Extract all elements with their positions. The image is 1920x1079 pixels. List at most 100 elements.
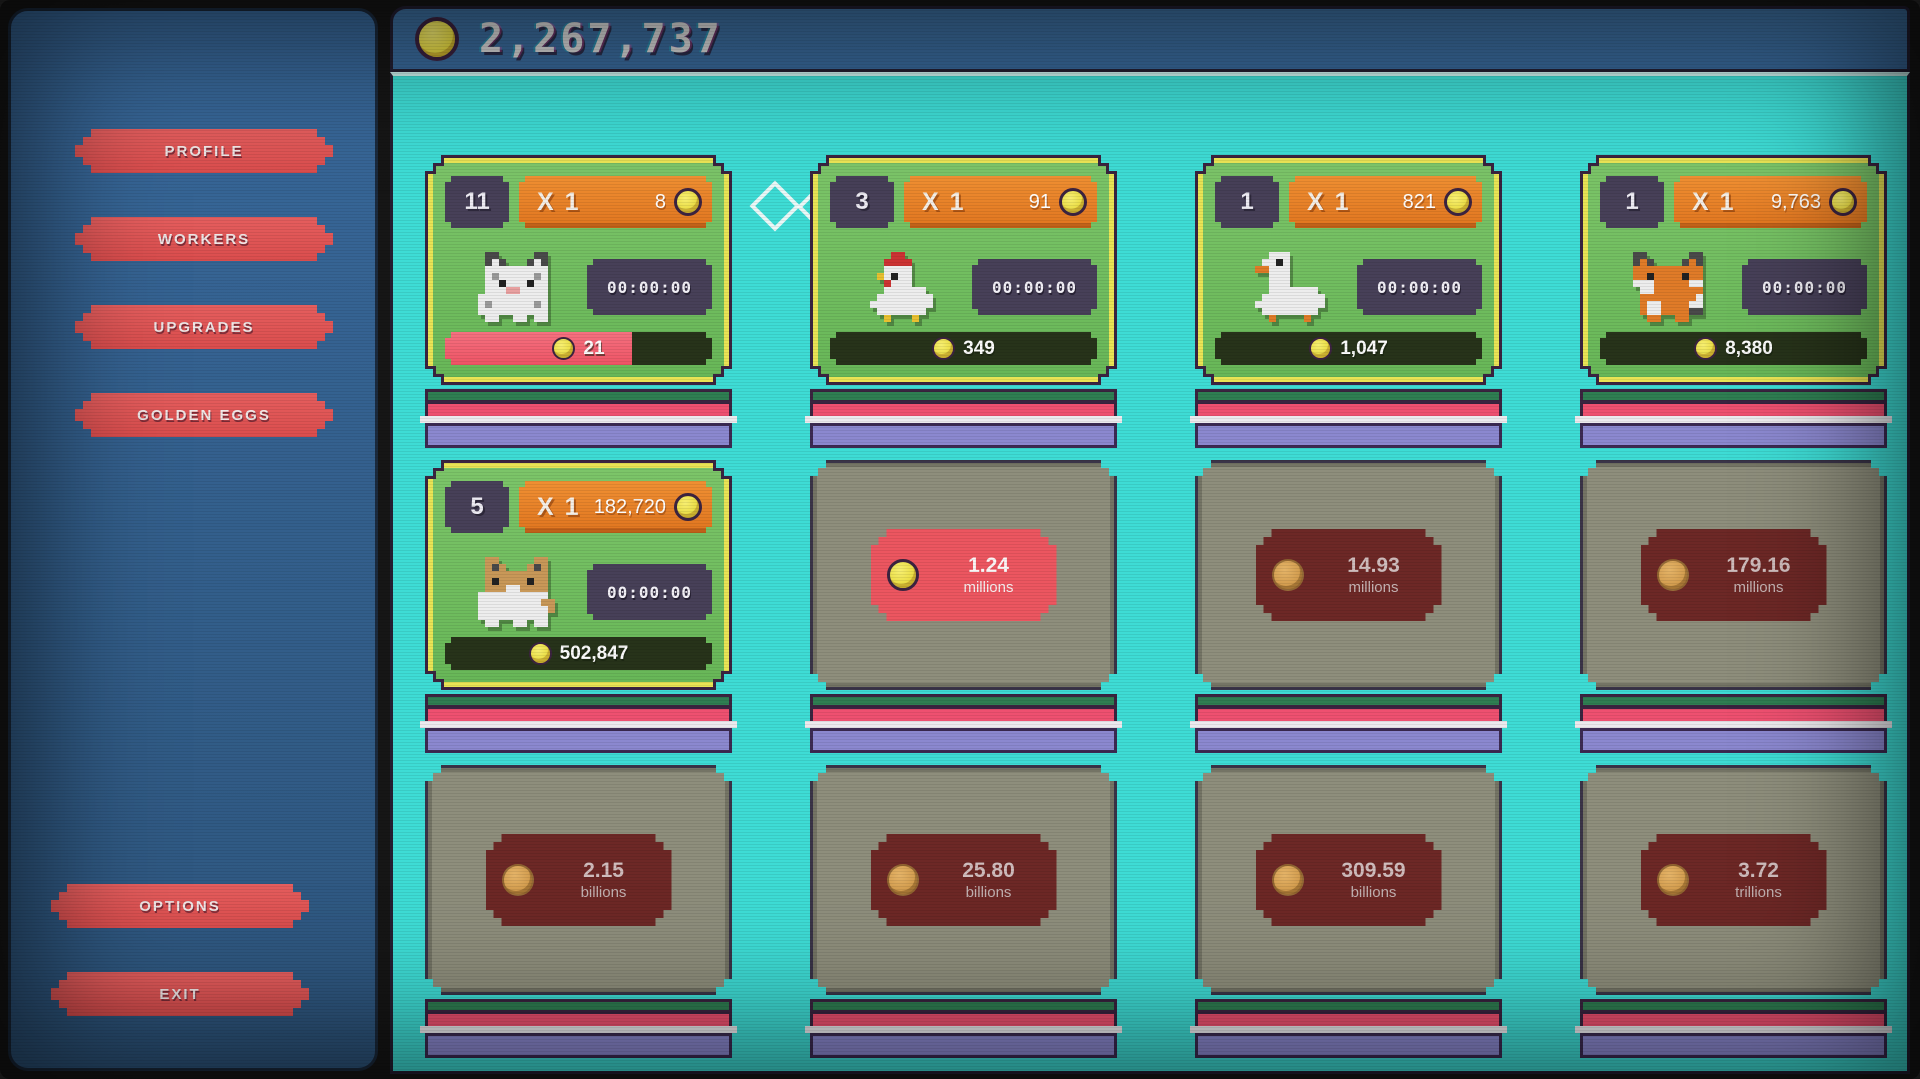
- income-value: 8: [654, 190, 666, 213]
- shelf-strip-white: [420, 1026, 737, 1033]
- locked-worker-card[interactable]: 179.16 millions: [1580, 460, 1887, 690]
- worker-card-grid: 11 X 1 8 00:00:00: [420, 155, 1892, 1058]
- timer-badge: 00:00:00: [587, 564, 712, 620]
- worker-card-fox[interactable]: 1 X 1 9,763 00:00:00: [1580, 155, 1887, 385]
- timer-badge: 00:00:00: [1742, 259, 1867, 315]
- shelf-strip-pink: [810, 404, 1117, 416]
- worker-card-dog[interactable]: 5 X 1 182,720 00:00:00: [425, 460, 732, 690]
- progress-bar: 349: [830, 332, 1097, 365]
- locked-worker-card[interactable]: 309.59 billions: [1195, 765, 1502, 995]
- sidebar-button-label: GOLDEN EGGS: [137, 406, 271, 424]
- coin-icon: [887, 864, 919, 896]
- coin-icon: [674, 493, 702, 521]
- price-tag[interactable]: 2.15 billions: [486, 834, 672, 926]
- workers-panel: 11 X 1 8 00:00:00: [390, 72, 1910, 1074]
- worker-card-chicken[interactable]: 3 X 1 91 00:00:00: [810, 155, 1117, 385]
- card-shelf: [805, 999, 1122, 1058]
- worker-card-cat[interactable]: 11 X 1 8 00:00:00: [425, 155, 732, 385]
- price-tag[interactable]: 14.93 millions: [1256, 529, 1442, 621]
- price-unit: millions: [1733, 578, 1784, 596]
- sidebar-button-upgrades[interactable]: UPGRADES: [75, 305, 333, 349]
- price-tag[interactable]: 3.72 trillions: [1641, 834, 1827, 926]
- locked-worker-card[interactable]: 3.72 trillions: [1580, 765, 1887, 995]
- price-tag[interactable]: 1.24 millions: [871, 529, 1057, 621]
- multiplier-label: X 1: [922, 187, 966, 216]
- income-pill: X 1 91: [904, 176, 1097, 228]
- shelf-strip-purple: [1580, 1033, 1887, 1058]
- income-pill: X 1 8: [519, 176, 712, 228]
- shelf-strip-pink: [1195, 1014, 1502, 1026]
- worker-cell: 14.93 millions: [1190, 460, 1507, 753]
- timer-badge: 00:00:00: [1357, 259, 1482, 315]
- coin-balance: 2,267,737: [479, 16, 723, 62]
- worker-count-badge: 3: [830, 176, 894, 228]
- shelf-strip-white: [1190, 416, 1507, 423]
- shelf-strip-green: [810, 389, 1117, 404]
- locked-worker-card[interactable]: 14.93 millions: [1195, 460, 1502, 690]
- shelf-strip-green: [1195, 999, 1502, 1014]
- locked-worker-card[interactable]: 1.24 millions: [810, 460, 1117, 690]
- shelf-strip-white: [805, 1026, 1122, 1033]
- worker-card-goose[interactable]: 1 X 1 821 00:00:00: [1195, 155, 1502, 385]
- timer-badge: 00:00:00: [972, 259, 1097, 315]
- sidebar-menu: PROFILE WORKERS UPGRADES GOLDEN EGGS: [11, 11, 375, 437]
- coin-icon: [1272, 864, 1304, 896]
- price-tag[interactable]: 309.59 billions: [1256, 834, 1442, 926]
- progress-bar: 8,380: [1600, 332, 1867, 365]
- sidebar-button-workers[interactable]: WORKERS: [75, 217, 333, 261]
- stored-value: 8,380: [1725, 337, 1773, 359]
- multiplier-label: X 1: [537, 492, 581, 521]
- sidebar-button-label: EXIT: [159, 985, 201, 1003]
- locked-worker-card[interactable]: 25.80 billions: [810, 765, 1117, 995]
- sidebar-button-label: UPGRADES: [153, 318, 255, 336]
- shelf-strip-green: [1580, 389, 1887, 404]
- coin-icon: [1272, 559, 1304, 591]
- worker-cell: 3.72 trillions: [1575, 765, 1892, 1058]
- price-value: 25.80: [962, 858, 1015, 882]
- shelf-strip-white: [805, 721, 1122, 728]
- coin-icon: [674, 188, 702, 216]
- worker-cell: 1 X 1 821 00:00:00: [1190, 155, 1507, 448]
- shelf-strip-green: [1580, 999, 1887, 1014]
- sidebar-button-profile[interactable]: PROFILE: [75, 129, 333, 173]
- sidebar-button-options[interactable]: OPTIONS: [51, 884, 309, 928]
- card-shelf: [805, 389, 1122, 448]
- shelf-strip-pink: [1580, 709, 1887, 721]
- timer-badge: 00:00:00: [587, 259, 712, 315]
- price-tag[interactable]: 25.80 billions: [871, 834, 1057, 926]
- income-pill: X 1 182,720: [519, 481, 712, 533]
- sidebar-button-label: WORKERS: [157, 230, 251, 248]
- worker-cell: 5 X 1 182,720 00:00:00: [420, 460, 737, 753]
- income-value: 91: [1028, 190, 1051, 213]
- worker-cell: 25.80 billions: [805, 765, 1122, 1058]
- sidebar-button-exit[interactable]: EXIT: [51, 972, 309, 1016]
- coin-icon: [1059, 188, 1087, 216]
- price-tag[interactable]: 179.16 millions: [1641, 529, 1827, 621]
- coin-icon: [1444, 188, 1472, 216]
- coin-icon: [1657, 559, 1689, 591]
- price-value: 3.72: [1738, 858, 1779, 882]
- price-unit: millions: [1348, 578, 1399, 596]
- card-shelf: [1575, 999, 1892, 1058]
- card-shelf: [420, 999, 737, 1058]
- price-unit: billions: [1350, 883, 1397, 901]
- sidebar-button-golden-eggs[interactable]: GOLDEN EGGS: [75, 393, 333, 437]
- shelf-strip-pink: [425, 404, 732, 416]
- dog-sprite: [445, 557, 587, 627]
- price-unit: millions: [963, 578, 1014, 596]
- shelf-strip-green: [1195, 389, 1502, 404]
- progress-bar: 21: [445, 332, 712, 365]
- card-shelf: [1575, 389, 1892, 448]
- shelf-strip-green: [810, 694, 1117, 709]
- goose-sprite: [1215, 252, 1357, 322]
- shelf-strip-green: [425, 389, 732, 404]
- card-shelf: [805, 694, 1122, 753]
- income-value: 9,763: [1770, 190, 1821, 213]
- card-shelf: [1190, 389, 1507, 448]
- locked-worker-card[interactable]: 2.15 billions: [425, 765, 732, 995]
- coin-icon: [1657, 864, 1689, 896]
- top-bar: 2,267,737: [390, 6, 1910, 72]
- card-shelf: [1190, 999, 1507, 1058]
- shelf-strip-white: [805, 416, 1122, 423]
